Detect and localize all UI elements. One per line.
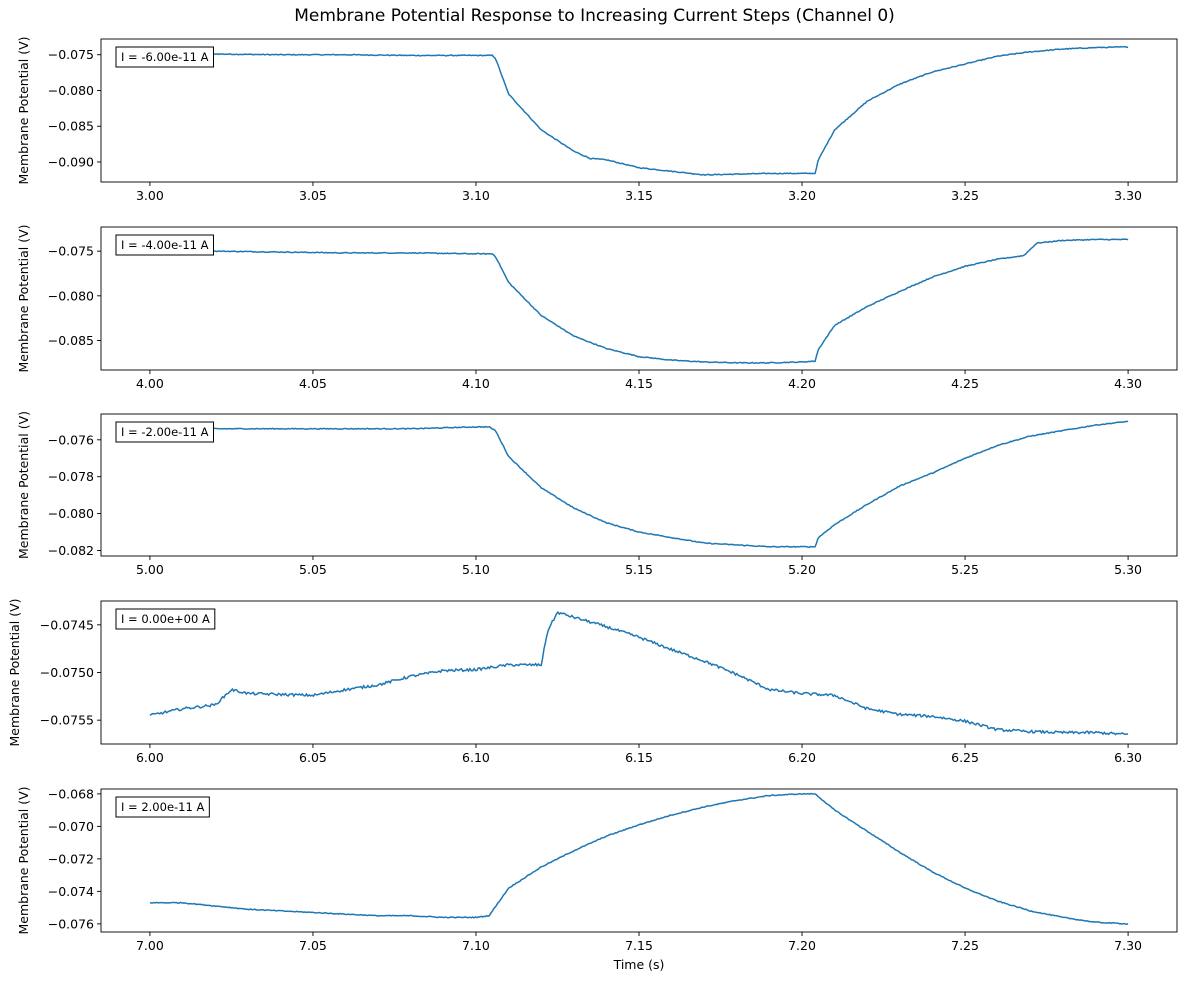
y-tick-label: −0.090 bbox=[48, 154, 94, 169]
subplot-3: 5.00 5.05 5.10 5.15 5.20 5.25 5.30 −0.076 −0.078… bbox=[16, 411, 1178, 577]
current-annotation-text: I = -2.00e-11 A bbox=[121, 425, 209, 439]
y-tick-label: −0.085 bbox=[48, 333, 94, 348]
x-tick-label: 3.30 bbox=[1114, 188, 1142, 203]
x-tick-label: 4.05 bbox=[299, 376, 327, 391]
x-tick-label: 7.00 bbox=[136, 938, 164, 953]
series-line bbox=[149, 610, 1129, 736]
y-tick-label: −0.068 bbox=[48, 786, 94, 801]
x-tick-label: 4.00 bbox=[136, 376, 164, 391]
x-tick-label: 3.05 bbox=[299, 188, 327, 203]
y-tick-label: −0.075 bbox=[48, 244, 94, 259]
x-tick-label: 3.00 bbox=[136, 188, 164, 203]
y-tick-label: −0.074 bbox=[48, 884, 94, 899]
x-tick-label: 4.25 bbox=[951, 376, 979, 391]
current-annotation-box bbox=[115, 46, 214, 68]
current-annotation: I = -2.00e-11 A bbox=[115, 421, 214, 443]
x-tick-label: 7.10 bbox=[462, 938, 490, 953]
current-annotation: I = -6.00e-11 A bbox=[115, 46, 214, 68]
x-tick-label: 6.00 bbox=[136, 750, 164, 765]
x-tick-label: 6.15 bbox=[625, 750, 653, 765]
x-tick-label: 5.00 bbox=[136, 562, 164, 577]
x-tick-label: 5.30 bbox=[1114, 562, 1142, 577]
series-line bbox=[149, 792, 1129, 925]
x-tick-label: 6.10 bbox=[462, 750, 490, 765]
current-annotation-text: I = -4.00e-11 A bbox=[121, 238, 209, 252]
x-tick-label: 4.10 bbox=[462, 376, 490, 391]
y-tick-label: −0.072 bbox=[48, 851, 94, 866]
axes-frame bbox=[100, 38, 1178, 183]
y-tick-label: −0.070 bbox=[48, 819, 94, 834]
series-line bbox=[149, 45, 1129, 177]
y-tick-label: −0.080 bbox=[48, 288, 94, 303]
y-tick-label: −0.075 bbox=[48, 47, 94, 62]
y-tick-label: −0.080 bbox=[48, 83, 94, 98]
y-tick-label: −0.080 bbox=[48, 506, 94, 521]
y-axis-label: Membrane Potential (V) bbox=[16, 411, 31, 559]
y-tick-label: −0.076 bbox=[48, 432, 94, 447]
current-annotation-box bbox=[115, 796, 210, 818]
x-tick-label: 5.20 bbox=[788, 562, 816, 577]
figure-title: Membrane Potential Response to Increasin… bbox=[294, 6, 895, 26]
subplot-5: 7.00 7.05 7.10 7.15 7.20 7.25 7.30 −0.068 −0.070… bbox=[16, 786, 1178, 972]
y-axis-label: Membrane Potential (V) bbox=[7, 598, 22, 746]
series-line bbox=[149, 420, 1129, 548]
x-tick-label: 7.05 bbox=[299, 938, 327, 953]
series-line bbox=[149, 238, 1129, 365]
y-axis-label: Membrane Potential (V) bbox=[16, 786, 31, 934]
x-tick-label: 5.10 bbox=[462, 562, 490, 577]
y-axis-label: Membrane Potential (V) bbox=[16, 224, 31, 372]
y-tick-label: −0.085 bbox=[48, 119, 94, 134]
y-tick-label: −0.082 bbox=[48, 543, 94, 558]
x-tick-label: 6.25 bbox=[951, 750, 979, 765]
current-annotation-box bbox=[115, 608, 216, 630]
x-tick-label: 5.25 bbox=[951, 562, 979, 577]
x-tick-label: 4.30 bbox=[1114, 376, 1142, 391]
y-tick-label: −0.0745 bbox=[40, 617, 94, 632]
axes-frame bbox=[100, 226, 1178, 371]
axes-frame bbox=[100, 413, 1178, 557]
current-annotation-text: I = 0.00e+00 A bbox=[121, 612, 210, 626]
x-tick-label: 3.10 bbox=[462, 188, 490, 203]
y-tick-label: −0.0750 bbox=[40, 665, 94, 680]
current-annotation-box bbox=[115, 234, 214, 256]
current-annotation-box bbox=[115, 421, 214, 443]
axes-frame bbox=[100, 600, 1178, 745]
x-tick-label: 5.05 bbox=[299, 562, 327, 577]
x-tick-label: 4.15 bbox=[625, 376, 653, 391]
x-tick-label: 6.05 bbox=[299, 750, 327, 765]
subplot-4: 6.00 6.05 6.10 6.15 6.20 6.25 6.30 −0.0745 −0.07… bbox=[7, 598, 1178, 765]
x-tick-label: 3.20 bbox=[788, 188, 816, 203]
x-tick-label: 3.15 bbox=[625, 188, 653, 203]
x-tick-label: 7.20 bbox=[788, 938, 816, 953]
current-annotation-text: I = -6.00e-11 A bbox=[121, 50, 209, 64]
current-annotation-text: I = 2.00e-11 A bbox=[121, 800, 204, 814]
y-tick-label: −0.076 bbox=[48, 916, 94, 931]
x-tick-label: 5.15 bbox=[625, 562, 653, 577]
current-annotation: I = 0.00e+00 A bbox=[115, 608, 216, 630]
x-tick-label: 6.30 bbox=[1114, 750, 1142, 765]
x-axis-label: Time (s) bbox=[613, 957, 665, 972]
x-tick-label: 7.15 bbox=[625, 938, 653, 953]
y-tick-label: −0.0755 bbox=[40, 713, 94, 728]
subplot-2: 4.00 4.05 4.10 4.15 4.20 4.25 4.30 −0.075 −0.080… bbox=[16, 224, 1178, 391]
subplot-1: 3.00 3.05 3.10 3.15 3.20 3.25 3.30 −0.075 −0.080… bbox=[16, 36, 1178, 203]
x-tick-label: 6.20 bbox=[788, 750, 816, 765]
x-tick-label: 7.30 bbox=[1114, 938, 1142, 953]
axes-frame bbox=[100, 788, 1178, 933]
current-annotation: I = -4.00e-11 A bbox=[115, 234, 214, 256]
y-axis-label: Membrane Potential (V) bbox=[16, 36, 31, 184]
y-tick-label: −0.078 bbox=[48, 469, 94, 484]
x-tick-label: 3.25 bbox=[951, 188, 979, 203]
x-tick-label: 4.20 bbox=[788, 376, 816, 391]
x-tick-label: 7.25 bbox=[951, 938, 979, 953]
current-annotation: I = 2.00e-11 A bbox=[115, 796, 210, 818]
